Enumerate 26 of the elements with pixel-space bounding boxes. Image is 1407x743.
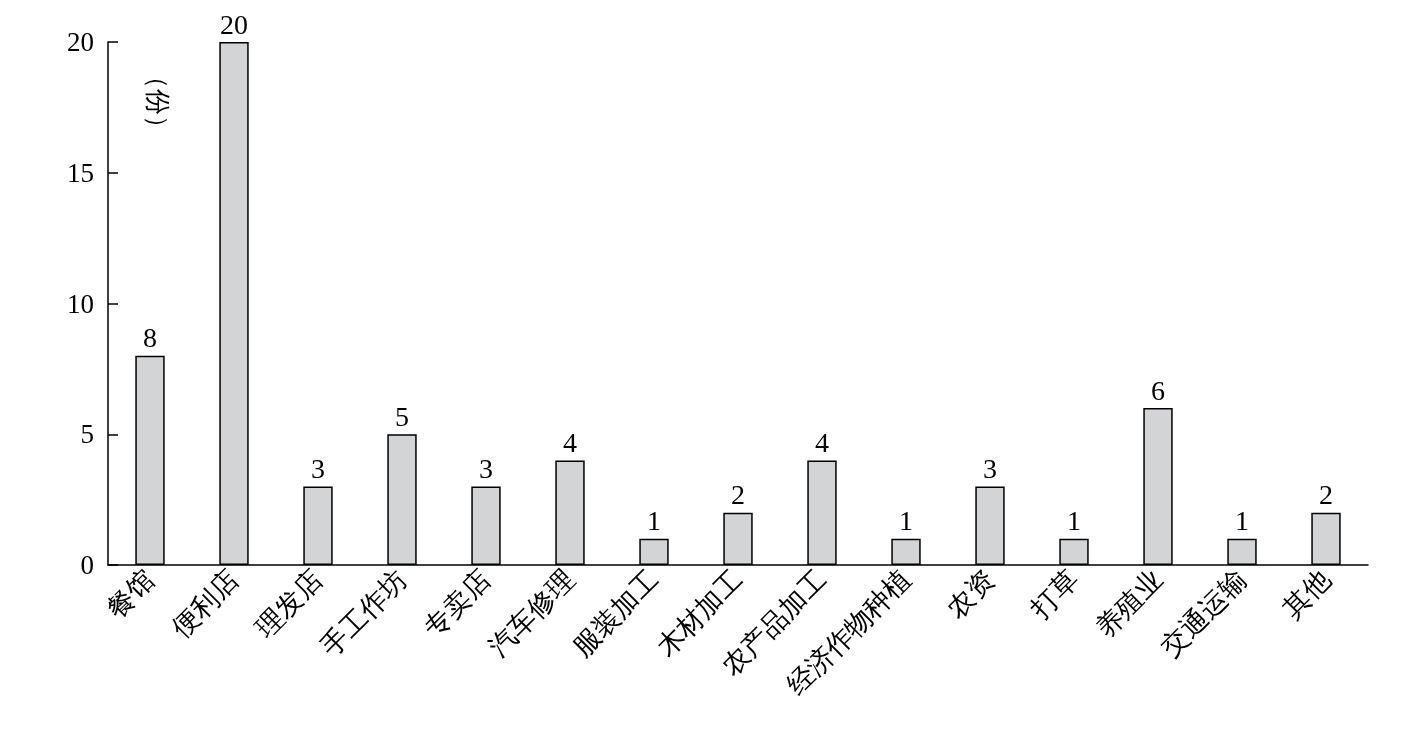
data-label: 8 (143, 322, 157, 354)
y-tick-label: 15 (67, 157, 94, 188)
data-label: 4 (815, 426, 829, 458)
data-label: 4 (563, 426, 577, 458)
data-label: 6 (1151, 374, 1165, 406)
y-tick-label: 20 (67, 27, 94, 57)
data-label: 20 (220, 8, 248, 40)
y-tick-label: 10 (67, 288, 94, 319)
y-axis-title: （份） (142, 63, 172, 141)
x-tick-label: 餐馆 (101, 564, 161, 624)
x-tick-label: 便利店 (166, 564, 245, 643)
data-label: 1 (1067, 505, 1081, 537)
x-tick-label: 其他 (1277, 564, 1337, 624)
data-label: 3 (479, 453, 493, 485)
data-label: 3 (983, 453, 997, 485)
data-label: 5 (395, 400, 409, 432)
x-tick-label: 农资 (941, 564, 1001, 624)
data-label: 3 (311, 453, 325, 485)
y-tick-label: 0 (80, 550, 94, 580)
data-label: 2 (731, 479, 745, 511)
data-label: 1 (647, 505, 661, 537)
x-tick-label: 打草 (1024, 564, 1085, 625)
data-label: 2 (1319, 479, 1333, 511)
data-label: 1 (899, 505, 913, 537)
y-tick-label: 5 (80, 419, 94, 450)
data-label: 1 (1235, 505, 1249, 537)
